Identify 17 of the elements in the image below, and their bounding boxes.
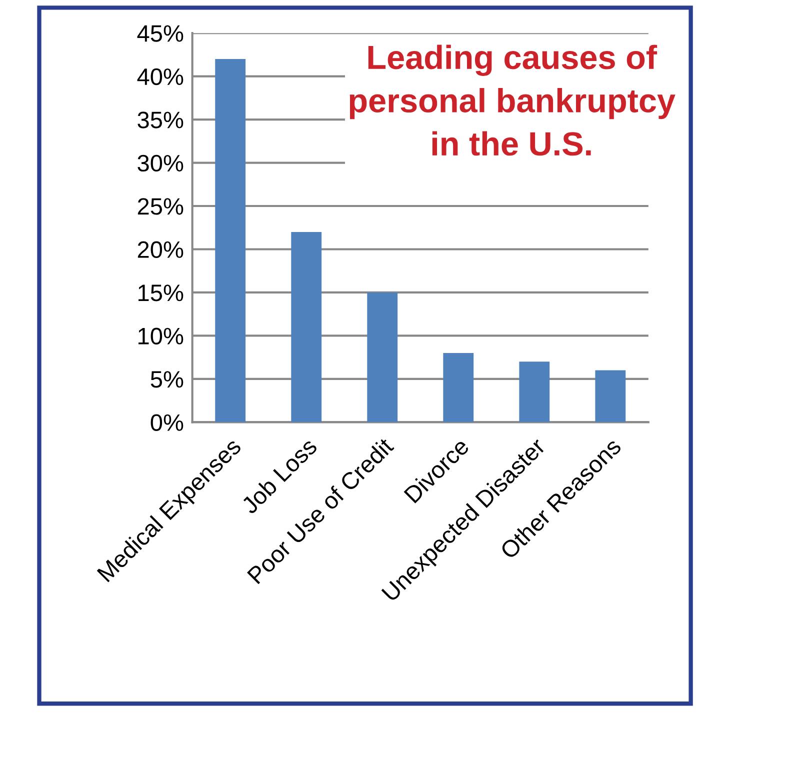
y-tick-label: 0% [150, 414, 184, 431]
y-tick-label: 20% [138, 241, 184, 258]
bar [215, 59, 246, 422]
bar [443, 353, 474, 422]
y-tick-label: 40% [137, 68, 184, 86]
bar [595, 370, 626, 422]
y-tick-label: 5% [150, 371, 184, 388]
y-tick-label: 15% [138, 284, 184, 302]
bar [519, 362, 550, 422]
text: Leading causes of personal bankruptcy in the U.S. [350, 44, 676, 156]
bar [367, 292, 398, 422]
y-tick-label: 45% [137, 25, 184, 42]
y-tick-label: 30% [138, 154, 184, 172]
y-tick-label: 25% [138, 198, 184, 215]
bar [291, 232, 322, 422]
y-tick-label: 35% [138, 112, 184, 128]
y-tick-label: 10% [138, 328, 184, 344]
